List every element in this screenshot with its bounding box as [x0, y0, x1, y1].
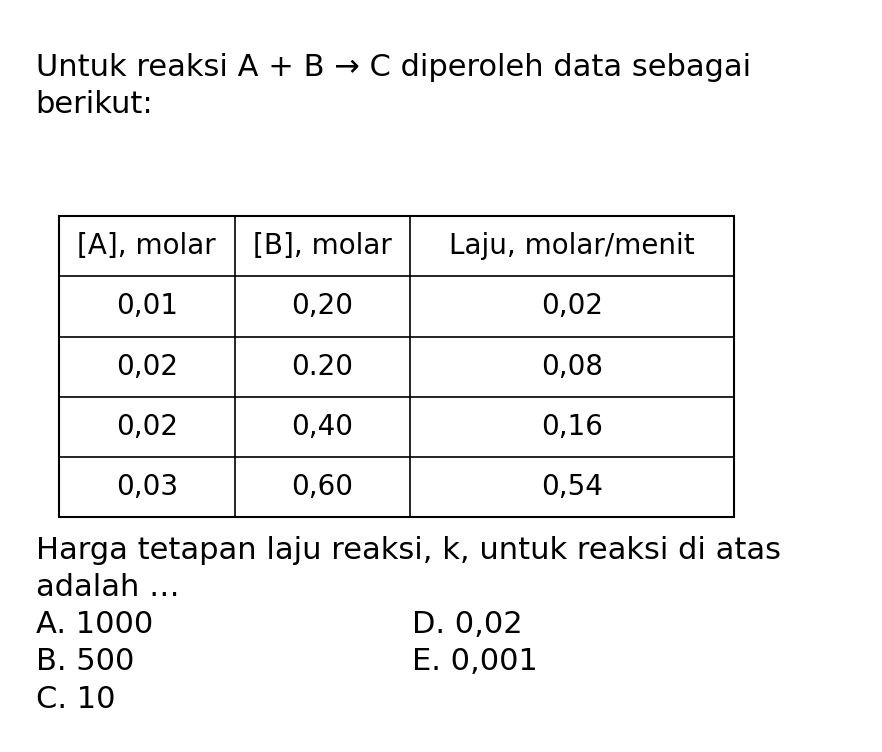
Text: adalah …: adalah … [35, 573, 179, 602]
Text: 0,54: 0,54 [542, 473, 603, 501]
Bar [59, 216, 734, 517]
Text: B. 500: B. 500 [35, 647, 134, 677]
Text: A. 1000: A. 1000 [35, 611, 153, 639]
Text: 0,03: 0,03 [116, 473, 178, 501]
Text: 0,16: 0,16 [542, 413, 603, 441]
Text: 0,01: 0,01 [116, 293, 178, 320]
Text: 0,02: 0,02 [116, 413, 178, 441]
Text: 0,40: 0,40 [291, 413, 354, 441]
Text: 0,08: 0,08 [541, 353, 603, 381]
Text: 0,20: 0,20 [291, 293, 354, 320]
Text: Harga tetapan laju reaksi, k, untuk reaksi di atas: Harga tetapan laju reaksi, k, untuk reak… [35, 536, 781, 565]
Text: 0.20: 0.20 [291, 353, 354, 381]
Text: [A], molar: [A], molar [78, 232, 216, 260]
Text: D. 0,02: D. 0,02 [412, 611, 523, 639]
Text: Laju, molar/menit: Laju, molar/menit [449, 232, 695, 260]
Text: 0,60: 0,60 [291, 473, 354, 501]
Text: 0,02: 0,02 [116, 353, 178, 381]
Text: E. 0,001: E. 0,001 [412, 647, 538, 677]
Text: C. 10: C. 10 [35, 684, 115, 714]
Text: Untuk reaksi A + B → C diperoleh data sebagai: Untuk reaksi A + B → C diperoleh data se… [35, 53, 751, 81]
Text: berikut:: berikut: [35, 89, 153, 119]
Text: [B], molar: [B], molar [253, 232, 392, 260]
Text: 0,02: 0,02 [541, 293, 603, 320]
